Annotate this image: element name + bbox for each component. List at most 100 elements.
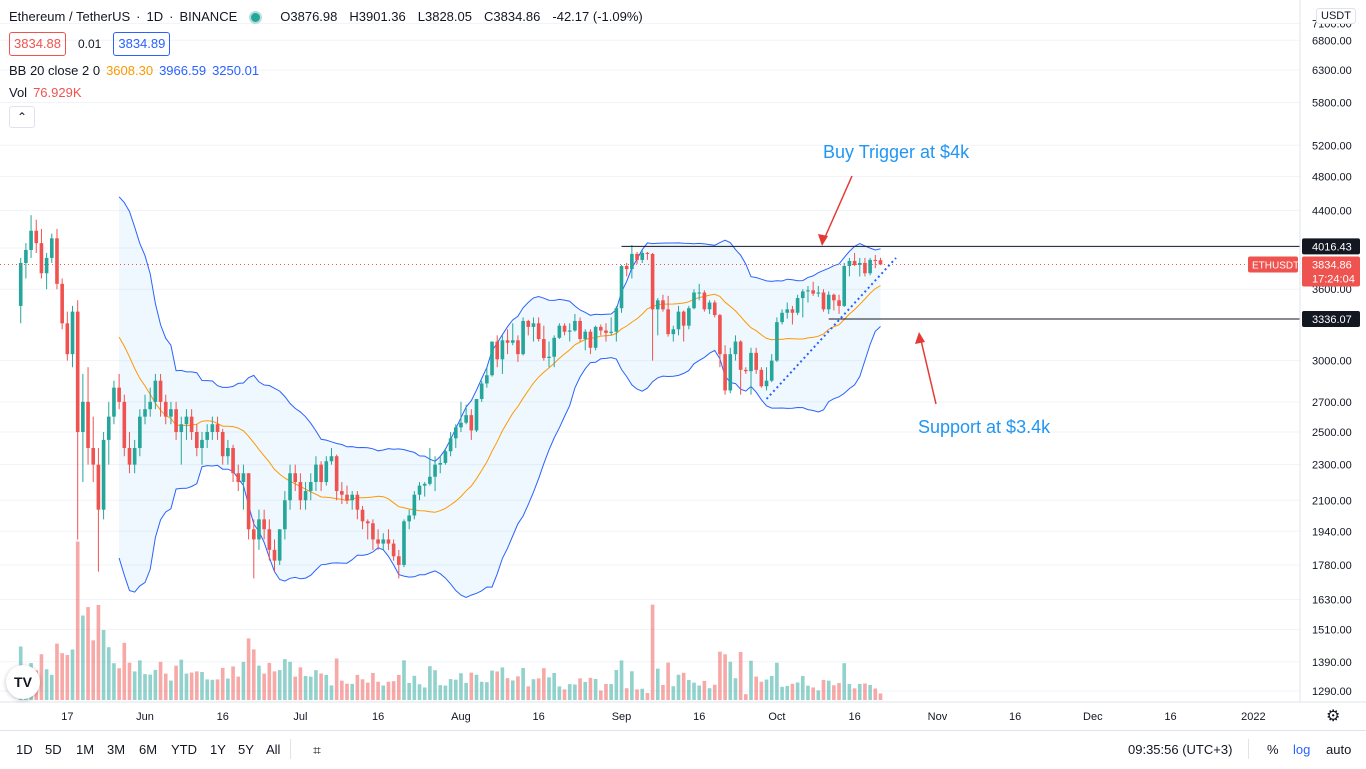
volume-bar [749, 660, 753, 700]
volume-bar [661, 684, 665, 700]
sell-price-button[interactable]: 3834.88 [9, 32, 66, 56]
candle-body [878, 260, 883, 265]
tf-1d[interactable]: 1D [16, 742, 33, 757]
candle-body [143, 409, 147, 417]
candle-body [718, 315, 722, 355]
candle-body [495, 341, 500, 360]
price-tick-label: 1780.00 [1312, 560, 1352, 572]
candle-body [500, 340, 505, 360]
candle-body [516, 340, 520, 355]
ascending-trendline [765, 257, 897, 400]
volume-bar [852, 688, 857, 700]
collapse-legend-button[interactable]: ⌃ [9, 106, 35, 128]
candle-body [795, 298, 800, 313]
tf-6m[interactable]: 6M [139, 742, 158, 757]
volume-bar [246, 638, 251, 700]
volume-bar [536, 678, 541, 700]
candle-body [640, 252, 645, 260]
volume-bar [396, 674, 401, 700]
candle-body [448, 438, 453, 452]
timeframe-label[interactable]: 1D [146, 9, 164, 24]
candle-body [200, 439, 204, 448]
candle-body [251, 529, 256, 540]
price-tick-label: 4400.00 [1312, 206, 1352, 218]
time-tick-label: 16 [533, 711, 545, 723]
log-toggle[interactable]: log [1293, 742, 1311, 757]
percent-toggle[interactable]: % [1267, 742, 1279, 757]
tf-all[interactable]: All [266, 742, 281, 757]
tf-5y[interactable]: 5Y [238, 742, 254, 757]
candle-body [474, 398, 479, 431]
candle-body [277, 529, 282, 561]
candle-body [733, 341, 738, 355]
goto-date-icon[interactable]: ⌗ [313, 742, 321, 758]
candle-body [723, 354, 727, 391]
candle-body [531, 323, 536, 327]
tf-1y[interactable]: 1Y [210, 742, 226, 757]
volume-bar [163, 673, 168, 700]
resistance-price-label-bg [1302, 238, 1360, 255]
candle-body [153, 380, 158, 402]
volume-bar [412, 675, 417, 700]
bb-lower-value: 3250.01 [212, 63, 260, 78]
volume-bar [122, 642, 127, 700]
candle-body [169, 409, 173, 417]
candle-body [707, 302, 712, 310]
auto-toggle[interactable]: auto [1326, 742, 1352, 757]
chevron-up-icon: ⌃ [16, 110, 28, 124]
volume-bar [236, 676, 241, 700]
volume-bar [588, 677, 593, 700]
candle-body [91, 447, 96, 465]
volume-bar [376, 681, 380, 700]
volume-bar [521, 667, 525, 700]
candle-body [288, 473, 292, 501]
volume-bar [531, 679, 536, 700]
candle-body [837, 300, 841, 306]
volume-bar [417, 684, 422, 700]
vol-legend-row[interactable]: Vol 76.929K [9, 84, 643, 102]
time-tick-label: 16 [1164, 711, 1176, 723]
gear-icon[interactable]: ⚙ [1326, 708, 1341, 725]
symbol-title[interactable]: Ethereum / TetherUS [9, 9, 131, 24]
candle-body [117, 387, 121, 402]
candle-body [101, 439, 106, 510]
volume-bar [873, 688, 878, 700]
time-tick-label: Jun [136, 711, 154, 723]
volume-bar [324, 674, 329, 700]
clock-label[interactable]: 09:35:56 (UTC+3) [1128, 742, 1233, 757]
volume-bar [381, 685, 386, 700]
tradingview-logo-icon[interactable]: TV [6, 665, 40, 699]
volume-bar [495, 671, 500, 700]
currency-button[interactable]: USDT [1316, 8, 1356, 24]
candle-body [490, 341, 494, 376]
volume-bar [127, 662, 132, 700]
candle-body [759, 369, 764, 387]
tf-ytd[interactable]: YTD [171, 742, 197, 757]
volume-bar [795, 682, 800, 700]
candle-body [806, 290, 810, 292]
chart-legend: Ethereum / TetherUS · 1D · BINANCE O3876… [9, 8, 643, 128]
bb-basis-value: 3608.30 [106, 63, 154, 78]
volume-bar [60, 653, 64, 700]
price-tick-label: 2500.00 [1312, 427, 1352, 439]
volume-bar [272, 671, 277, 700]
buy-price-button[interactable]: 3834.89 [113, 32, 171, 56]
volume-bar [624, 688, 629, 700]
volume-bar [837, 683, 841, 700]
candle-body [453, 427, 458, 439]
candle-body [340, 491, 344, 495]
volume-bar [179, 659, 184, 700]
time-tick-label: 16 [372, 711, 384, 723]
tf-1m[interactable]: 1M [76, 742, 95, 757]
volume-bar [863, 683, 867, 700]
tf-3m[interactable]: 3M [107, 742, 126, 757]
tf-5d[interactable]: 5D [45, 742, 62, 757]
candle-body [536, 323, 541, 340]
market-status-icon[interactable] [249, 10, 263, 24]
bb-legend-row[interactable]: BB 20 close 2 0 3608.30 3966.59 3250.01 [9, 62, 643, 80]
volume-bar [718, 651, 722, 700]
trendline-dotted [765, 257, 897, 400]
candle-body [138, 416, 142, 448]
volume-bar [189, 672, 194, 700]
